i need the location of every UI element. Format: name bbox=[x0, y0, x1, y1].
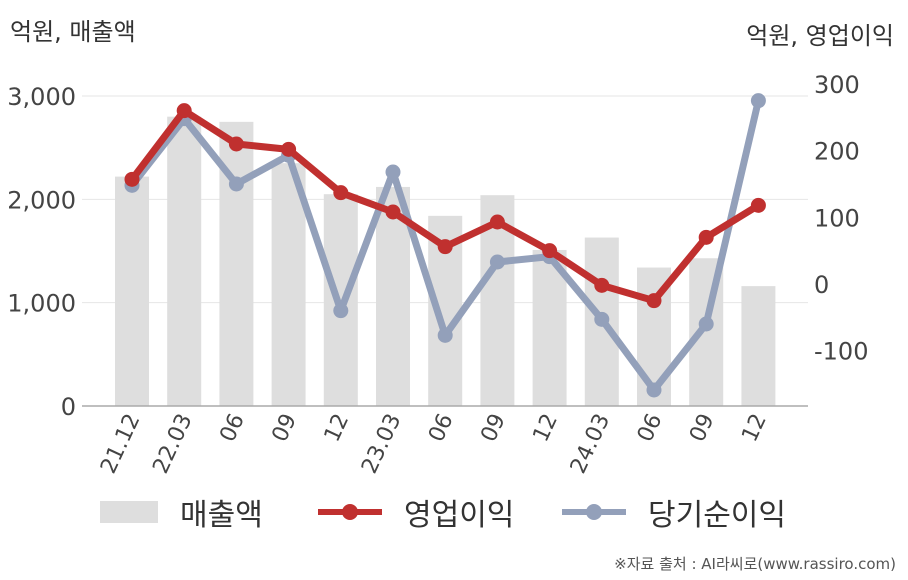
operating-profit-point bbox=[489, 214, 505, 230]
right-tick-label: 0 bbox=[814, 271, 829, 299]
legend-swatch-sales bbox=[100, 501, 158, 523]
left-tick-label: 0 bbox=[61, 393, 76, 421]
sales-bar bbox=[741, 286, 776, 406]
legend-item-operating-profit: 영업이익 bbox=[318, 490, 514, 534]
x-tick-labels: 21.12 22.03 06 09 12 23.03 06 09 12 24.03 06 09 12 bbox=[96, 410, 772, 478]
net-income-point bbox=[698, 316, 714, 332]
x-tick-label: 06 bbox=[424, 410, 458, 446]
sales-bar bbox=[115, 176, 149, 406]
operating-profit-line bbox=[124, 103, 766, 309]
net-income-point bbox=[385, 164, 401, 180]
operating-profit-point bbox=[333, 185, 349, 201]
left-tick-label: 2,000 bbox=[7, 186, 76, 214]
net-income-point bbox=[437, 327, 453, 343]
right-tick-label: 100 bbox=[814, 204, 860, 232]
operating-profit-point bbox=[228, 136, 244, 152]
sales-bar bbox=[271, 163, 306, 406]
net-income-point bbox=[228, 176, 244, 192]
sales-bars bbox=[115, 116, 776, 407]
x-tick-label: 06 bbox=[633, 410, 667, 446]
source-note: ※자료 출처 : AI라씨로(www.rassiro.com) bbox=[614, 555, 896, 573]
x-tick-label: 09 bbox=[476, 410, 510, 446]
legend-label-sales: 매출액 bbox=[180, 498, 263, 533]
operating-profit-point bbox=[698, 229, 714, 245]
legend-item-net-income: 당기순이익 bbox=[562, 490, 786, 534]
x-tick-label: 09 bbox=[685, 410, 719, 446]
x-tick-label: 12 bbox=[320, 410, 354, 446]
operating-profit-point bbox=[646, 293, 662, 309]
operating-profit-point bbox=[594, 277, 610, 293]
x-tick-label: 23.03 bbox=[357, 410, 406, 478]
operating-profit-point bbox=[750, 197, 766, 213]
net-income-point bbox=[594, 311, 610, 327]
right-tick-label: 300 bbox=[814, 71, 860, 99]
financial-chart: 0 1,000 2,000 3,000 -100 0 100 200 300 21.12 22.… bbox=[7, 71, 868, 478]
sales-bar bbox=[532, 249, 567, 406]
x-tick-label: 12 bbox=[529, 410, 563, 446]
operating-profit-point bbox=[542, 243, 558, 259]
legend: 매출액 영업이익 당기순이익 bbox=[100, 490, 820, 540]
right-axis-unit: 억원, 영업이익 bbox=[746, 22, 894, 50]
legend-label-operating-profit: 영업이익 bbox=[404, 498, 515, 533]
x-tick-label: 21.12 bbox=[96, 410, 145, 478]
right-tick-label: 200 bbox=[814, 138, 860, 166]
operating-profit-point bbox=[176, 103, 192, 119]
left-tick-labels: 0 1,000 2,000 3,000 bbox=[7, 83, 76, 421]
left-tick-label: 1,000 bbox=[7, 290, 76, 318]
net-income-point bbox=[489, 254, 505, 270]
operating-profit-point bbox=[385, 204, 401, 220]
operating-profit-point bbox=[437, 239, 453, 255]
x-tick-label: 12 bbox=[737, 410, 771, 446]
x-tick-label: 09 bbox=[268, 410, 302, 446]
x-tick-label: 24.03 bbox=[566, 410, 615, 478]
right-tick-labels: -100 0 100 200 300 bbox=[814, 71, 868, 366]
left-tick-label: 3,000 bbox=[7, 83, 76, 111]
legend-swatch-net-income bbox=[562, 501, 626, 523]
x-tick-label: 22.03 bbox=[148, 410, 197, 478]
legend-item-sales: 매출액 bbox=[100, 490, 263, 534]
left-axis-unit: 억원, 매출액 bbox=[10, 18, 136, 46]
legend-label-net-income: 당기순이익 bbox=[648, 498, 786, 533]
net-income-point bbox=[333, 303, 349, 319]
net-income-point bbox=[646, 382, 662, 398]
x-tick-label: 06 bbox=[215, 410, 249, 446]
net-income-point bbox=[750, 93, 766, 109]
legend-swatch-operating-profit bbox=[318, 501, 382, 523]
operating-profit-point bbox=[124, 171, 140, 187]
operating-profit-point bbox=[281, 141, 297, 157]
right-tick-label: -100 bbox=[814, 338, 868, 366]
sales-bar bbox=[167, 116, 202, 407]
